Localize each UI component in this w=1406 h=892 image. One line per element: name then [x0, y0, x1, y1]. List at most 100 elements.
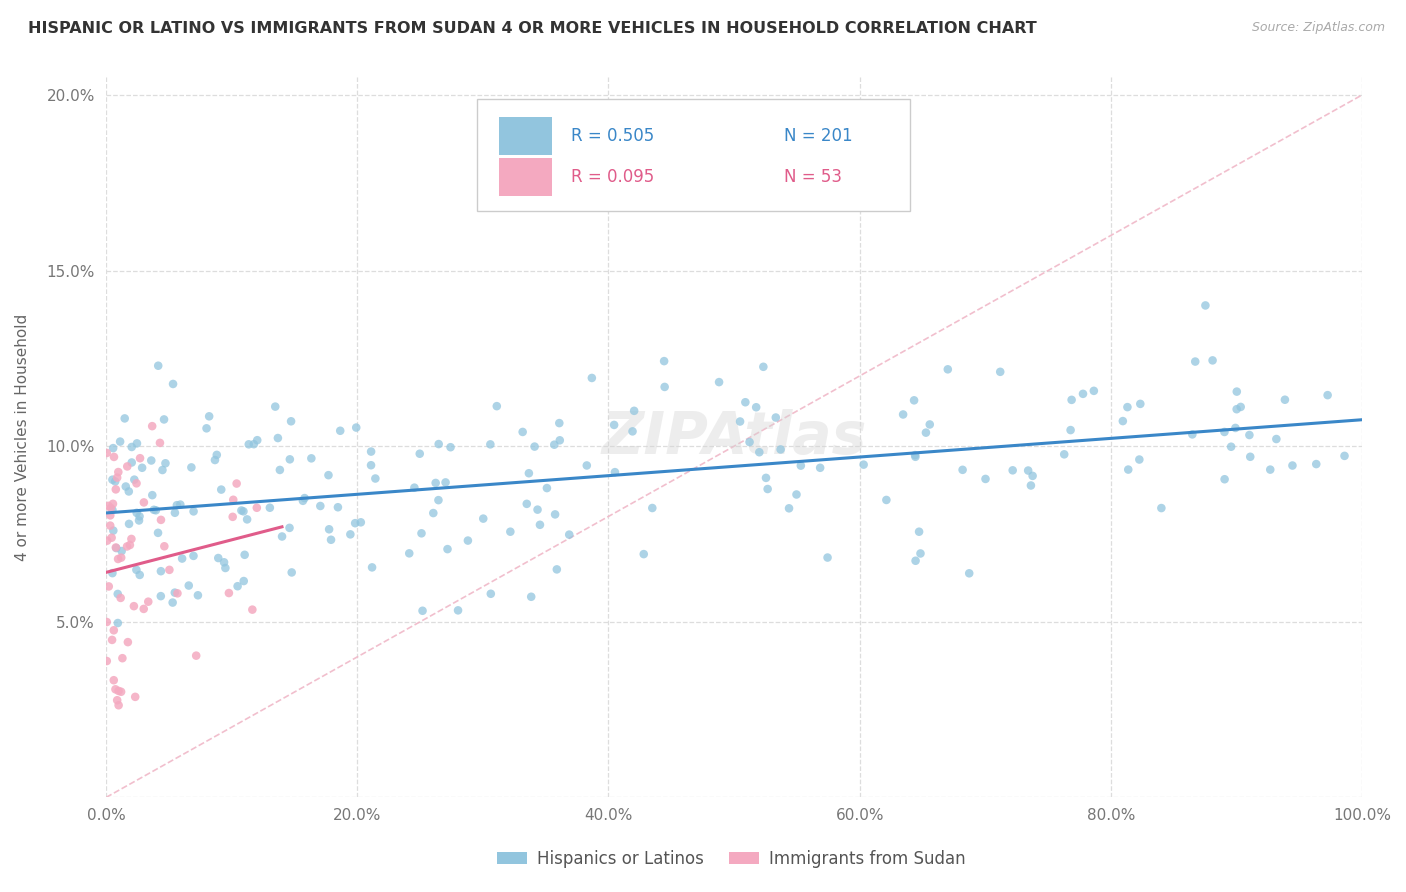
Point — [205, 448, 228, 462]
Point — [1316, 388, 1339, 402]
Point — [142, 503, 165, 517]
Point — [172, 551, 194, 566]
Point — [319, 533, 342, 547]
Point — [166, 586, 188, 600]
Point — [436, 542, 458, 557]
Point — [110, 591, 132, 605]
Point — [110, 550, 132, 565]
Point — [121, 455, 143, 469]
Point — [1116, 462, 1139, 476]
Point — [957, 566, 980, 581]
Point — [875, 492, 897, 507]
Point — [236, 512, 259, 526]
Point — [409, 447, 432, 461]
Point — [118, 516, 141, 531]
Point — [778, 501, 800, 516]
Point — [105, 470, 128, 484]
Point — [238, 437, 260, 451]
Point — [1129, 397, 1152, 411]
Point — [125, 506, 148, 520]
Point — [543, 438, 565, 452]
Bar — [477, 99, 910, 211]
Point — [131, 460, 153, 475]
Text: R = 0.095: R = 0.095 — [571, 169, 654, 186]
Point — [603, 417, 626, 432]
Point — [163, 506, 186, 520]
Point — [169, 498, 191, 512]
Point — [218, 586, 240, 600]
Point — [581, 371, 603, 385]
Point — [1226, 384, 1249, 399]
Point — [246, 500, 269, 515]
Point — [117, 635, 139, 649]
Point — [299, 451, 322, 466]
Point — [148, 359, 170, 373]
Point — [118, 484, 141, 499]
Point — [755, 471, 778, 485]
Point — [101, 503, 124, 517]
Point — [114, 479, 136, 493]
Point — [264, 400, 287, 414]
Point — [104, 682, 127, 697]
Point — [111, 651, 134, 665]
Point — [520, 590, 543, 604]
Point — [517, 467, 540, 481]
Point — [96, 446, 118, 460]
Point — [785, 487, 807, 501]
Point — [1226, 402, 1249, 417]
Point — [246, 433, 269, 447]
Point — [226, 579, 249, 593]
Point — [104, 475, 127, 489]
Point — [748, 445, 770, 459]
Point — [852, 458, 875, 472]
Point — [132, 495, 155, 509]
Point — [499, 524, 522, 539]
Point — [769, 442, 792, 457]
Point — [1239, 450, 1261, 464]
Point — [544, 508, 567, 522]
Point — [1225, 421, 1247, 435]
Point — [904, 448, 927, 462]
Point — [326, 500, 349, 515]
Point — [136, 595, 159, 609]
Point — [485, 399, 508, 413]
Point — [128, 568, 150, 582]
Point — [155, 456, 177, 470]
Point — [808, 460, 831, 475]
Point — [207, 551, 229, 566]
Point — [222, 509, 245, 524]
Point — [204, 453, 226, 467]
Point — [152, 463, 174, 477]
Point — [364, 471, 387, 485]
Point — [765, 410, 787, 425]
Point — [1128, 452, 1150, 467]
Point — [1220, 440, 1243, 454]
Point — [318, 468, 340, 483]
Point — [96, 654, 118, 668]
Point — [100, 500, 122, 515]
Point — [344, 516, 367, 531]
Point — [225, 476, 247, 491]
Point — [107, 552, 129, 566]
Point — [141, 453, 163, 467]
Point — [1265, 432, 1288, 446]
Point — [457, 533, 479, 548]
Point — [707, 375, 730, 389]
Point — [103, 624, 125, 638]
Point — [259, 500, 281, 515]
Point — [654, 380, 676, 394]
Point — [222, 492, 245, 507]
Point — [103, 673, 125, 688]
Text: Source: ZipAtlas.com: Source: ZipAtlas.com — [1251, 21, 1385, 34]
Point — [1184, 354, 1206, 368]
Point — [411, 526, 433, 541]
Point — [187, 588, 209, 602]
Point — [209, 483, 232, 497]
Point — [278, 452, 301, 467]
Point — [232, 574, 254, 588]
Point — [104, 541, 127, 555]
Point — [108, 434, 131, 449]
Point — [361, 560, 384, 574]
Point — [536, 481, 558, 495]
Point — [1181, 427, 1204, 442]
